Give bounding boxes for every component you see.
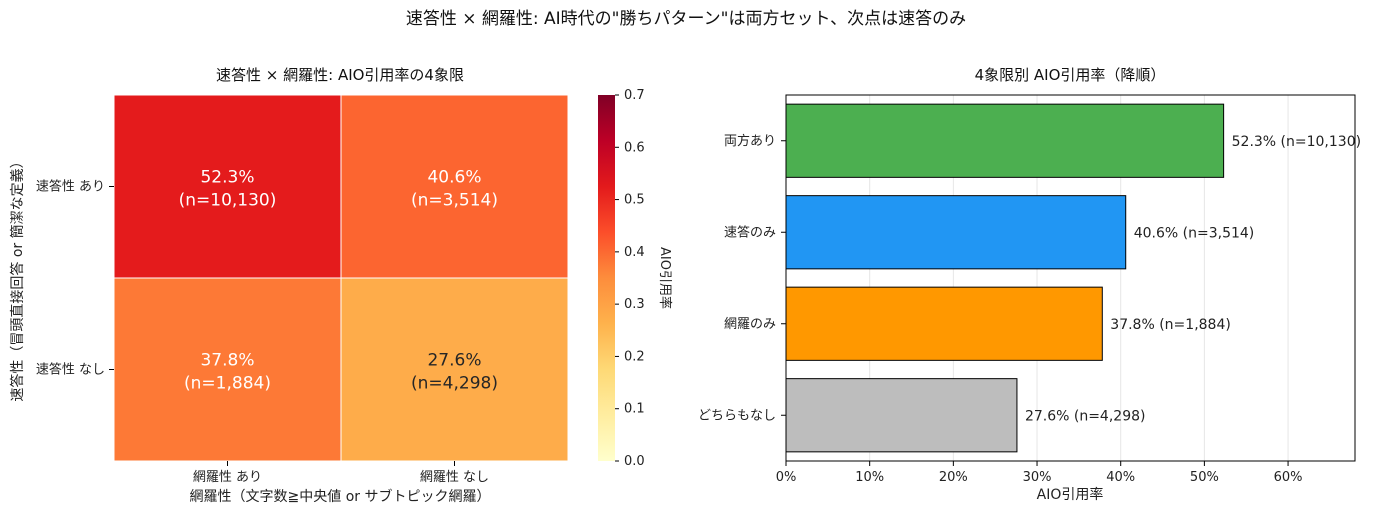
bar-value-label: 40.6% (n=3,514) [1134, 225, 1255, 241]
bar-axes-frame [785, 94, 1356, 462]
heatmap-y-axis-label: 速答性（冒頭直接回答 or 簡潔な定義） [9, 154, 26, 401]
heatmap-x-tick-label: 網羅性 なし [420, 470, 489, 485]
bar-panel: 4象限別 AIO引用率（降順） 52.3% (n=10,130) 40.6% (n… [698, 66, 1361, 503]
bar-x-tick-label: 20% [939, 470, 968, 485]
bar-x-tick-label: 60% [1274, 470, 1303, 485]
bar [785, 378, 1018, 453]
heatmap-cell-count: (n=3,514) [411, 191, 498, 211]
bar-x-tick-label: 30% [1023, 470, 1052, 485]
heatmap-title: 速答性 × 網羅性: AIO引用率の4象限 [216, 66, 464, 84]
heatmap-x-tick-label: 網羅性 あり [193, 470, 262, 485]
bar-y-tick-label: 速答のみ [724, 224, 776, 240]
heatmap-cell-percent: 52.3% [200, 168, 254, 188]
colorbar-tick-label: 0.1 [624, 402, 645, 417]
heatmap-y-tick-label: 速答性 なし [36, 362, 105, 378]
bar-x-tick-label: 10% [855, 470, 884, 485]
bar-x-axis-label: AIO引用率 [1037, 486, 1104, 503]
bar-x-tick-label: 40% [1106, 470, 1135, 485]
colorbar-tick-label: 0.3 [624, 297, 645, 312]
heatmap-cell [340, 277, 569, 462]
bar [785, 286, 1103, 361]
heatmap-cell [340, 94, 569, 279]
heatmap-cell-count: (n=4,298) [411, 374, 498, 394]
heatmap-cell-percent: 37.8% [200, 351, 254, 371]
bar-x-tick-label: 0% [776, 470, 797, 485]
bar-x-tick-label: 50% [1190, 470, 1219, 485]
heatmap-panel: 速答性 × 網羅性: AIO引用率の4象限 52.3% (n=10,130) 40.… [9, 66, 569, 505]
colorbar-ticks: 0.0 0.1 0.2 0.3 0.4 0.5 0.6 0.7 [615, 88, 645, 469]
heatmap-cell [113, 94, 342, 279]
heatmap-cell-percent: 27.6% [427, 351, 481, 371]
bar-x-ticks: 0% 10% 20% 30% 40% 50% 60% [776, 461, 1303, 485]
bar-y-tick-label: どちらもなし [698, 408, 776, 423]
heatmap-cells: 52.3% (n=10,130) 40.6% (n=3,514) 37.8% (n=1,8… [113, 94, 569, 462]
figure-suptitle: 速答性 × 網羅性: AI時代の"勝ちパターン"は両方セット、次点は速答のみ [406, 9, 966, 29]
bar [785, 103, 1225, 178]
bar-value-label: 52.3% (n=10,130) [1232, 134, 1361, 150]
colorbar-gradient [598, 95, 615, 461]
colorbar-tick-label: 0.7 [624, 88, 645, 103]
bar [785, 195, 1127, 270]
heatmap-cell-count: (n=10,130) [179, 191, 277, 211]
colorbar-tick-label: 0.4 [624, 245, 645, 260]
heatmap-x-ticks: 網羅性 あり 網羅性 なし [193, 461, 489, 485]
heatmap-cell-percent: 40.6% [427, 168, 481, 188]
colorbar-tick-label: 0.0 [624, 454, 645, 469]
bar-y-tick-label: 両方あり [724, 133, 776, 149]
bar-value-label: 27.6% (n=4,298) [1025, 408, 1146, 424]
colorbar-tick-label: 0.6 [624, 140, 645, 155]
colorbar-tick-label: 0.2 [624, 349, 645, 364]
bars: 52.3% (n=10,130) 40.6% (n=3,514) 37.8% (n=… [785, 103, 1361, 453]
colorbar-tick-label: 0.5 [624, 193, 645, 208]
heatmap-x-axis-label: 網羅性（文字数≧中央値 or サブトピック網羅） [190, 488, 491, 505]
heatmap-cell-count: (n=1,884) [184, 374, 271, 394]
heatmap-cell [113, 277, 342, 462]
colorbar: 0.0 0.1 0.2 0.3 0.4 0.5 0.6 0.7 AIO引用率 [598, 88, 673, 469]
bar-value-label: 37.8% (n=1,884) [1110, 317, 1231, 333]
bar-chart-title: 4象限別 AIO引用率（降順） [975, 66, 1166, 84]
bar-y-tick-label: 網羅のみ [724, 317, 776, 332]
heatmap-y-tick-label: 速答性 あり [36, 179, 105, 195]
colorbar-label: AIO引用率 [657, 247, 673, 309]
